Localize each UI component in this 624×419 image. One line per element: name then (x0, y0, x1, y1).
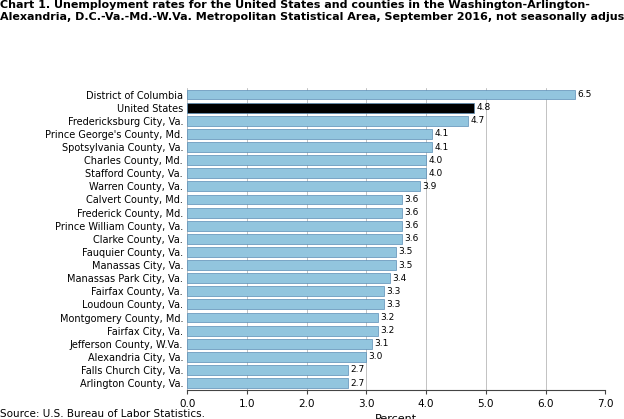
Text: 2.7: 2.7 (351, 379, 365, 388)
Text: Source: U.S. Bureau of Labor Statistics.: Source: U.S. Bureau of Labor Statistics. (0, 409, 205, 419)
Bar (187, 208, 402, 217)
Bar (187, 286, 384, 296)
Bar (187, 181, 420, 191)
Text: 3.6: 3.6 (404, 221, 419, 230)
Text: 4.7: 4.7 (470, 116, 485, 125)
X-axis label: Percent: Percent (375, 414, 417, 419)
Bar (187, 129, 432, 139)
Bar (187, 273, 390, 283)
Bar (187, 313, 378, 323)
Text: 3.2: 3.2 (381, 326, 395, 335)
Text: 3.0: 3.0 (369, 352, 383, 361)
Text: 6.5: 6.5 (578, 90, 592, 99)
Bar (187, 221, 402, 230)
Text: 2.7: 2.7 (351, 365, 365, 375)
Text: 3.5: 3.5 (399, 248, 413, 256)
Text: Chart 1. Unemployment rates for the United States and counties in the Washington: Chart 1. Unemployment rates for the Unit… (0, 0, 624, 22)
Bar (187, 168, 426, 178)
Bar (187, 352, 366, 362)
Text: 3.2: 3.2 (381, 313, 395, 322)
Bar (187, 247, 396, 257)
Text: 3.6: 3.6 (404, 195, 419, 204)
Bar (187, 300, 384, 309)
Text: 4.1: 4.1 (434, 142, 449, 152)
Text: 3.3: 3.3 (387, 287, 401, 296)
Bar (187, 365, 348, 375)
Bar (187, 103, 474, 113)
Text: 3.6: 3.6 (404, 234, 419, 243)
Text: 4.1: 4.1 (434, 129, 449, 138)
Text: 3.5: 3.5 (399, 261, 413, 269)
Text: 4.0: 4.0 (429, 155, 443, 165)
Bar (187, 90, 575, 99)
Text: 3.6: 3.6 (404, 208, 419, 217)
Text: 4.0: 4.0 (429, 169, 443, 178)
Bar (187, 116, 468, 126)
Text: 3.9: 3.9 (422, 182, 437, 191)
Bar (187, 378, 348, 388)
Text: 4.8: 4.8 (476, 103, 490, 112)
Bar (187, 339, 373, 349)
Bar (187, 234, 402, 244)
Bar (187, 326, 378, 336)
Bar (187, 155, 426, 165)
Text: 3.4: 3.4 (392, 274, 407, 283)
Bar (187, 194, 402, 204)
Text: 3.1: 3.1 (375, 339, 389, 348)
Bar (187, 142, 432, 152)
Text: 3.3: 3.3 (387, 300, 401, 309)
Bar (187, 260, 396, 270)
